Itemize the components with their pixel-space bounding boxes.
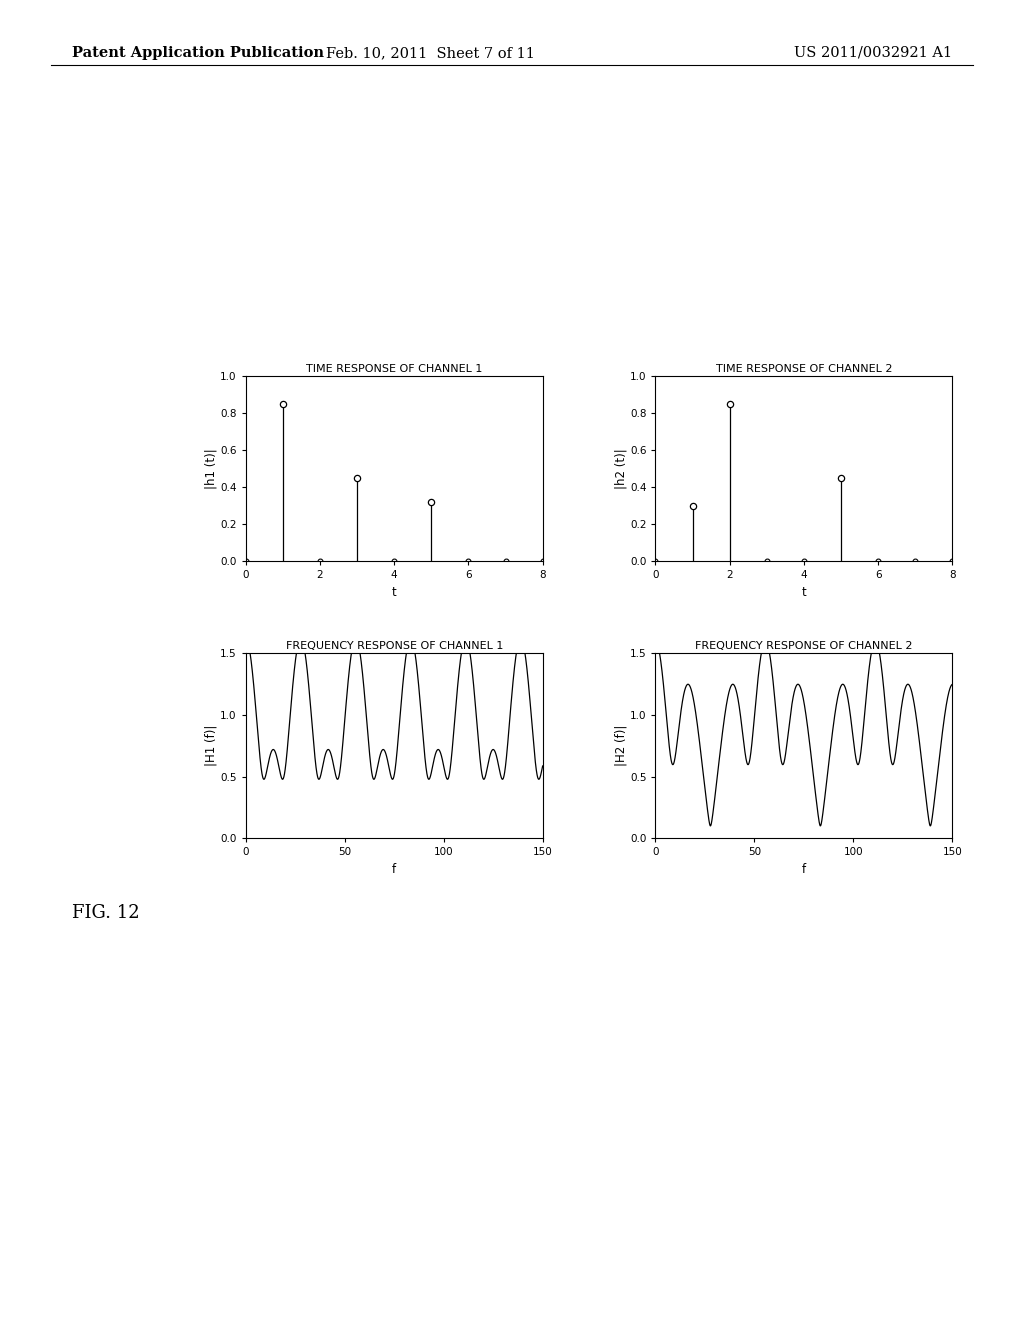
- X-axis label: t: t: [392, 586, 396, 598]
- Title: TIME RESPONSE OF CHANNEL 1: TIME RESPONSE OF CHANNEL 1: [306, 364, 482, 374]
- Title: TIME RESPONSE OF CHANNEL 2: TIME RESPONSE OF CHANNEL 2: [716, 364, 892, 374]
- X-axis label: t: t: [802, 586, 806, 598]
- X-axis label: f: f: [802, 863, 806, 875]
- Title: FREQUENCY RESPONSE OF CHANNEL 1: FREQUENCY RESPONSE OF CHANNEL 1: [286, 642, 503, 651]
- Y-axis label: |h2 (t)|: |h2 (t)|: [614, 449, 627, 488]
- Text: FIG. 12: FIG. 12: [72, 904, 139, 923]
- X-axis label: f: f: [392, 863, 396, 875]
- Text: US 2011/0032921 A1: US 2011/0032921 A1: [795, 46, 952, 59]
- Y-axis label: |H2 (f)|: |H2 (f)|: [614, 725, 627, 767]
- Title: FREQUENCY RESPONSE OF CHANNEL 2: FREQUENCY RESPONSE OF CHANNEL 2: [695, 642, 912, 651]
- Text: Feb. 10, 2011  Sheet 7 of 11: Feb. 10, 2011 Sheet 7 of 11: [326, 46, 535, 59]
- Y-axis label: |h1 (t)|: |h1 (t)|: [205, 449, 217, 488]
- Y-axis label: |H1 (f)|: |H1 (f)|: [205, 725, 217, 767]
- Text: Patent Application Publication: Patent Application Publication: [72, 46, 324, 59]
